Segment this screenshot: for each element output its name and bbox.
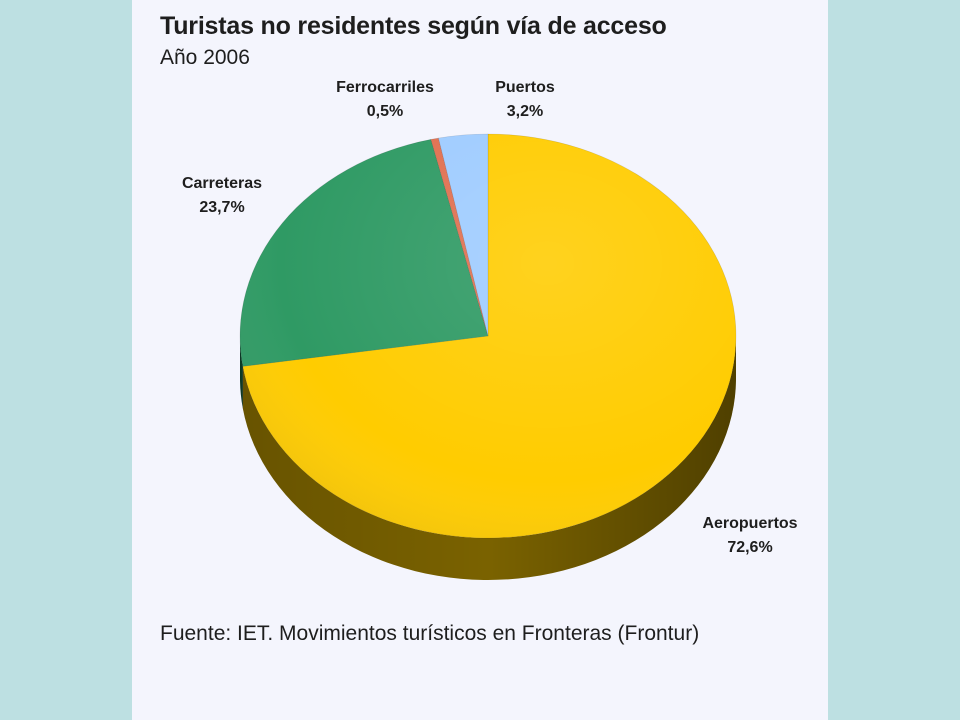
slice-label-carreteras: Carreteras 23,7% — [152, 172, 292, 220]
slice-value-label: 72,6% — [727, 539, 773, 556]
chart-subtitle: Año 2006 — [160, 46, 250, 69]
slice-label-puertos: Puertos 3,2% — [460, 76, 590, 124]
slice-label-text: Ferrocarriles — [336, 79, 434, 96]
chart-source: Fuente: IET. Movimientos turísticos en F… — [160, 622, 700, 645]
slice-label-text: Puertos — [495, 79, 555, 96]
slice-label-text: Aeropuertos — [702, 515, 798, 532]
slice-value-label: 3,2% — [506, 103, 544, 120]
slice-label-text: Carreteras — [181, 175, 263, 192]
slice-value-label: 23,7% — [199, 199, 245, 216]
chart-title: Turistas no residentes según vía de acce… — [160, 12, 667, 40]
slice-label-aeropuertos: Aeropuertos 72,6% — [680, 512, 820, 560]
slice-value-label: 0,5% — [366, 103, 404, 120]
slice-label-ferrocarriles: Ferrocarriles 0,5% — [310, 76, 460, 124]
